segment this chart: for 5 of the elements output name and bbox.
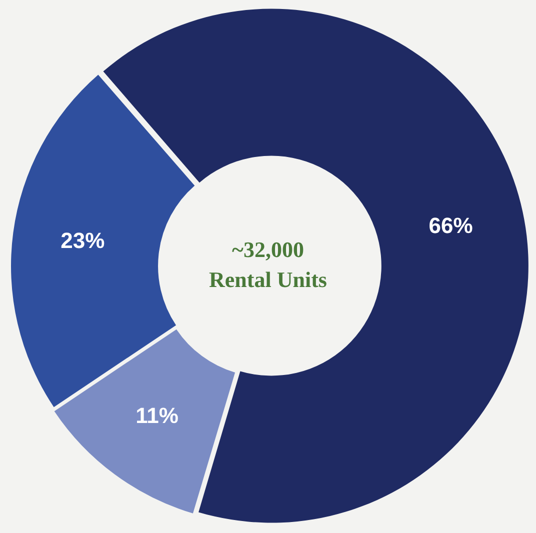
text: ~32,000 xyxy=(232,237,304,262)
text: Rental Units xyxy=(209,267,328,292)
data-label: 66% xyxy=(428,213,473,238)
data-label: 23% xyxy=(60,228,105,253)
data-label: 11% xyxy=(136,403,178,428)
